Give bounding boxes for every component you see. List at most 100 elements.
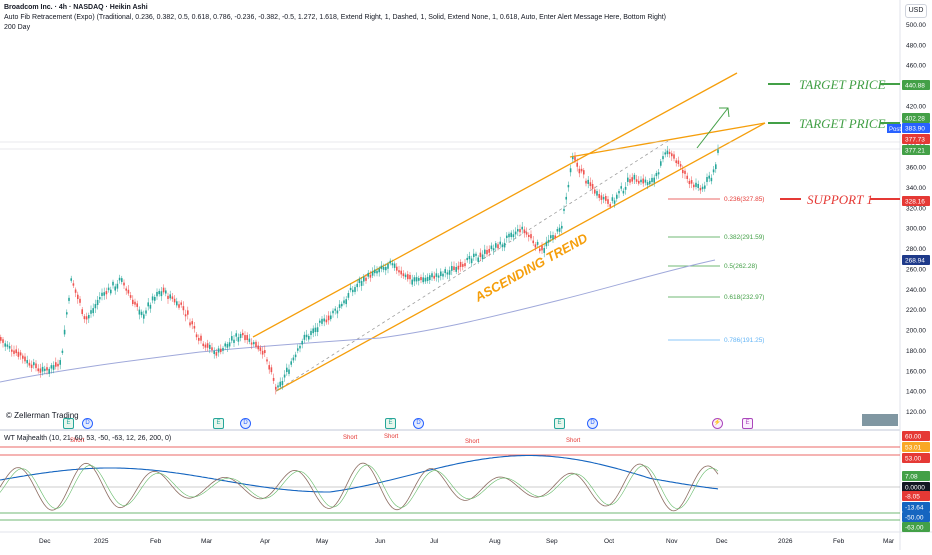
resistance-line[interactable] bbox=[569, 122, 766, 158]
dividend-icon[interactable]: D bbox=[587, 418, 598, 429]
candle-body bbox=[446, 272, 449, 275]
short-label-3: Short bbox=[384, 434, 399, 440]
symbol-title[interactable]: Broadcom Inc. · 4h · NASDAQ · Heikin Ash… bbox=[4, 4, 148, 11]
candle-body bbox=[374, 269, 376, 274]
candle-body bbox=[37, 368, 39, 372]
time-tick-label: Oct bbox=[604, 538, 614, 545]
price-tick-label: 260.00 bbox=[906, 266, 926, 273]
short-label-4: Short bbox=[465, 439, 480, 445]
candle-body bbox=[116, 283, 119, 289]
fib-indicator-legend[interactable]: Auto Fib Retracement (Expo) (Traditional… bbox=[4, 14, 667, 21]
candle-body bbox=[424, 277, 427, 282]
candle-body bbox=[613, 200, 616, 204]
candle-body bbox=[695, 182, 697, 187]
earnings-icon[interactable]: E bbox=[213, 418, 224, 429]
candle-body bbox=[253, 342, 255, 345]
price-badge-label: 377.73 bbox=[905, 137, 925, 144]
candle-body bbox=[66, 312, 68, 315]
osc-badge bbox=[902, 482, 930, 492]
candles-group bbox=[0, 144, 719, 395]
candle-body bbox=[88, 315, 90, 319]
candle-body bbox=[429, 275, 431, 281]
dividend-icon[interactable]: D bbox=[82, 418, 93, 429]
candle-body bbox=[110, 289, 112, 294]
candle-body bbox=[470, 258, 473, 264]
price-tick-label: 300.00 bbox=[906, 226, 926, 233]
candle-body bbox=[4, 343, 6, 347]
osc-trend-line bbox=[0, 454, 719, 493]
candle-body bbox=[215, 352, 218, 356]
price-axis[interactable]: 500.00480.00460.00440.00420.00400.00380.… bbox=[906, 22, 926, 416]
candle-body bbox=[646, 182, 649, 186]
candle-body bbox=[534, 244, 537, 248]
price-badge bbox=[902, 113, 930, 123]
ma-200-line[interactable] bbox=[0, 259, 716, 383]
price-tick-label: 460.00 bbox=[906, 63, 926, 70]
earnings-icon[interactable]: E bbox=[385, 418, 396, 429]
lightning-icon[interactable]: ⚡ bbox=[712, 418, 723, 429]
channel-upper-line[interactable] bbox=[252, 72, 738, 338]
earnings-upcoming-icon[interactable]: E bbox=[742, 418, 753, 429]
candle-body bbox=[657, 172, 660, 175]
candle-body bbox=[552, 235, 554, 240]
candle-body bbox=[169, 294, 171, 299]
earnings-icon[interactable]: E bbox=[554, 418, 565, 429]
candle-body bbox=[30, 364, 33, 368]
candle-body bbox=[272, 377, 275, 381]
candle-body bbox=[620, 186, 622, 189]
earnings-icon[interactable]: E bbox=[63, 418, 74, 429]
candle-body bbox=[151, 296, 154, 301]
candle-body bbox=[8, 346, 11, 349]
candle-body bbox=[712, 169, 715, 173]
price-tick-label: 420.00 bbox=[906, 103, 926, 110]
support-label: SUPPORT 1 bbox=[807, 192, 873, 207]
candle-body bbox=[420, 277, 422, 281]
currency-button[interactable]: USD bbox=[905, 4, 927, 18]
candle-body bbox=[519, 229, 521, 233]
time-axis[interactable]: Dec 2025 Feb Mar Apr May Jun Jul Aug Sep Oct Nov Dec… bbox=[39, 538, 895, 545]
candle-body bbox=[402, 273, 405, 277]
candle-body bbox=[28, 362, 31, 366]
indicator-toggle[interactable] bbox=[862, 414, 898, 426]
candle-body bbox=[319, 320, 321, 323]
candle-body bbox=[407, 274, 409, 280]
candle-body bbox=[382, 266, 385, 270]
osc-axis[interactable]: 60.00 53.01 53.00 7.08 0.0000 -8.05 -13.64 -50.… bbox=[902, 431, 930, 532]
candle-body bbox=[367, 272, 369, 277]
ma-indicator-legend[interactable]: 200 Day bbox=[4, 24, 31, 31]
candle-body bbox=[488, 248, 490, 253]
dividend-icon[interactable]: D bbox=[413, 418, 424, 429]
candle-body bbox=[426, 276, 429, 281]
candle-body bbox=[195, 334, 198, 338]
candle-body bbox=[290, 361, 292, 365]
candle-body bbox=[649, 180, 651, 185]
price-tick-label: 220.00 bbox=[906, 307, 926, 314]
candle-body bbox=[39, 368, 42, 373]
candle-body bbox=[706, 177, 708, 182]
candle-body bbox=[35, 363, 37, 369]
watermark: © Zellerman Trading bbox=[6, 411, 79, 420]
candle-body bbox=[178, 304, 180, 308]
candle-body bbox=[400, 270, 402, 275]
candle-body bbox=[602, 196, 605, 200]
candle-body bbox=[583, 170, 585, 175]
channel-lower-line[interactable] bbox=[275, 122, 766, 392]
time-tick-label: 2025 bbox=[94, 538, 109, 545]
candle-body bbox=[589, 182, 592, 187]
candle-body bbox=[506, 235, 508, 238]
candle-body bbox=[127, 289, 130, 294]
candle-body bbox=[704, 185, 706, 189]
dividend-icon[interactable]: D bbox=[240, 418, 251, 429]
indicator-title[interactable]: WT Majhealth (10, 21, 60, 53, -50, -63, … bbox=[4, 435, 172, 442]
candle-body bbox=[554, 235, 556, 238]
candle-body bbox=[468, 256, 471, 260]
osc-badge-label: 7.08 bbox=[905, 474, 918, 481]
candle-body bbox=[653, 177, 655, 183]
candle-body bbox=[376, 270, 378, 274]
price-tick-label: 180.00 bbox=[906, 348, 926, 355]
candle-body bbox=[13, 350, 15, 354]
candle-body bbox=[697, 183, 699, 188]
candle-body bbox=[286, 367, 288, 373]
